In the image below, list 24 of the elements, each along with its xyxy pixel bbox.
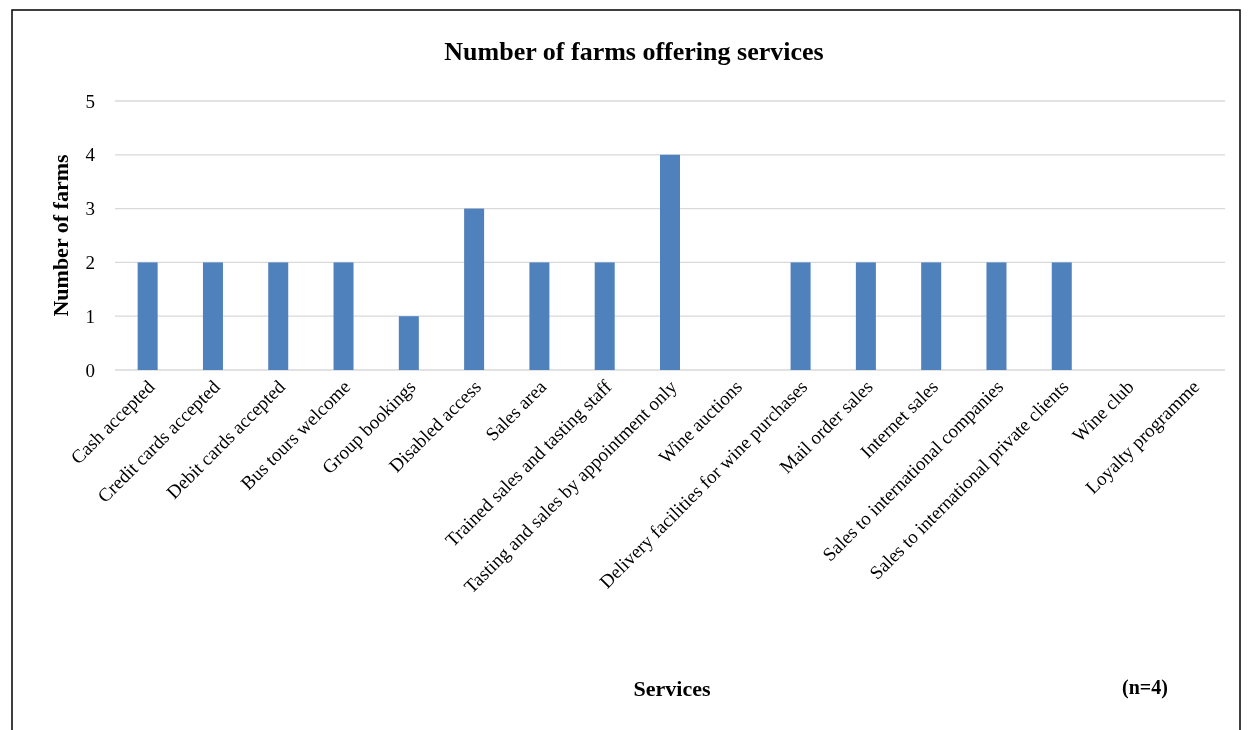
bar (986, 262, 1007, 370)
bar (333, 262, 354, 370)
y-tick-label: 4 (85, 144, 96, 166)
bar (921, 262, 942, 370)
bar (660, 154, 680, 370)
bar (398, 316, 419, 370)
y-tick-label: 3 (85, 198, 95, 220)
bar (1051, 262, 1072, 370)
text: (n=4) (1122, 676, 1168, 699)
chart-title: Number of farms offering services (444, 37, 824, 66)
bar (202, 262, 223, 370)
bar (464, 208, 485, 370)
bar (137, 262, 158, 370)
bar (529, 262, 550, 370)
bar (594, 262, 615, 370)
x-axis-title: Services (633, 676, 711, 701)
y-tick-label: 1 (85, 305, 95, 327)
bar (855, 262, 876, 370)
bar (268, 262, 289, 370)
y-tick-label: 0 (85, 359, 95, 381)
y-tick-label: 5 (85, 90, 95, 112)
y-axis-title: Number of farms (48, 154, 73, 317)
y-tick-label: 2 (85, 252, 95, 274)
bar (790, 262, 811, 370)
